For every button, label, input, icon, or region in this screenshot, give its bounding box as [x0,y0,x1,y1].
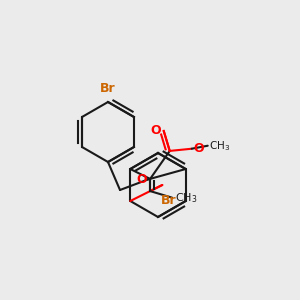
Text: CH$_3$: CH$_3$ [209,139,230,153]
Text: Br: Br [100,82,116,94]
Text: O: O [193,142,204,155]
Text: CH$_3$: CH$_3$ [175,191,198,205]
Text: Br: Br [161,194,177,208]
Text: O: O [136,173,147,186]
Text: O: O [150,124,161,137]
